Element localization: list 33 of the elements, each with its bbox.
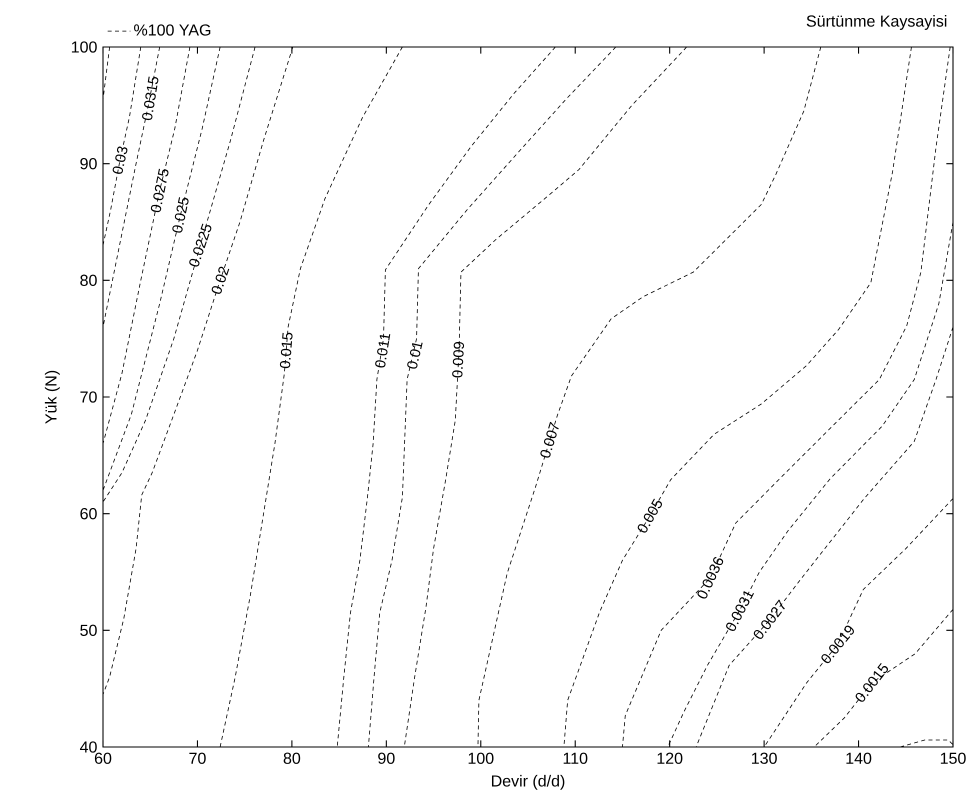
chart-title: Sürtünme Kaysayisi xyxy=(806,14,946,30)
annotation: 0.01 xyxy=(407,342,423,369)
x-tick-label: 130 xyxy=(752,752,777,764)
y-tick-label: 80 xyxy=(80,274,97,286)
annotation: 0.015 xyxy=(280,332,293,368)
x-tick-label: 80 xyxy=(284,752,300,764)
x-tick-label: 110 xyxy=(564,752,588,764)
y-axis-title: Yük (N) xyxy=(44,370,60,424)
x-tick-label: 90 xyxy=(378,752,395,764)
y-tick-label: 40 xyxy=(80,741,97,753)
legend-label: %100 YAG xyxy=(134,24,210,36)
x-axis-title: Devir (d/d) xyxy=(492,774,564,790)
y-tick-label: 50 xyxy=(80,624,97,636)
annotation: 0.0225 xyxy=(189,224,212,267)
x-tick-label: 150 xyxy=(940,752,966,764)
y-tick-label: 100 xyxy=(72,41,97,53)
y-tick-label: 60 xyxy=(80,508,97,520)
annotation: 0.025 xyxy=(172,197,189,233)
annotation: 0.011 xyxy=(375,334,390,368)
annotation: 0.005 xyxy=(638,498,662,533)
annotation: 0.03 xyxy=(112,146,128,174)
x-tick-label: 60 xyxy=(94,752,112,764)
x-tick-label: 140 xyxy=(846,752,872,764)
y-tick-label: 90 xyxy=(80,158,97,170)
x-tick-label: 70 xyxy=(189,752,206,764)
x-tick-label: 100 xyxy=(468,752,494,764)
annotation: 0.007 xyxy=(540,422,559,458)
annotation: 0.0315 xyxy=(142,76,158,120)
y-tick-label: 70 xyxy=(80,391,97,403)
x-tick-label: 120 xyxy=(658,752,682,764)
annotation: 0.02 xyxy=(212,266,230,294)
annotation: 0.009 xyxy=(452,342,464,378)
annotation: 0.0275 xyxy=(150,168,168,212)
